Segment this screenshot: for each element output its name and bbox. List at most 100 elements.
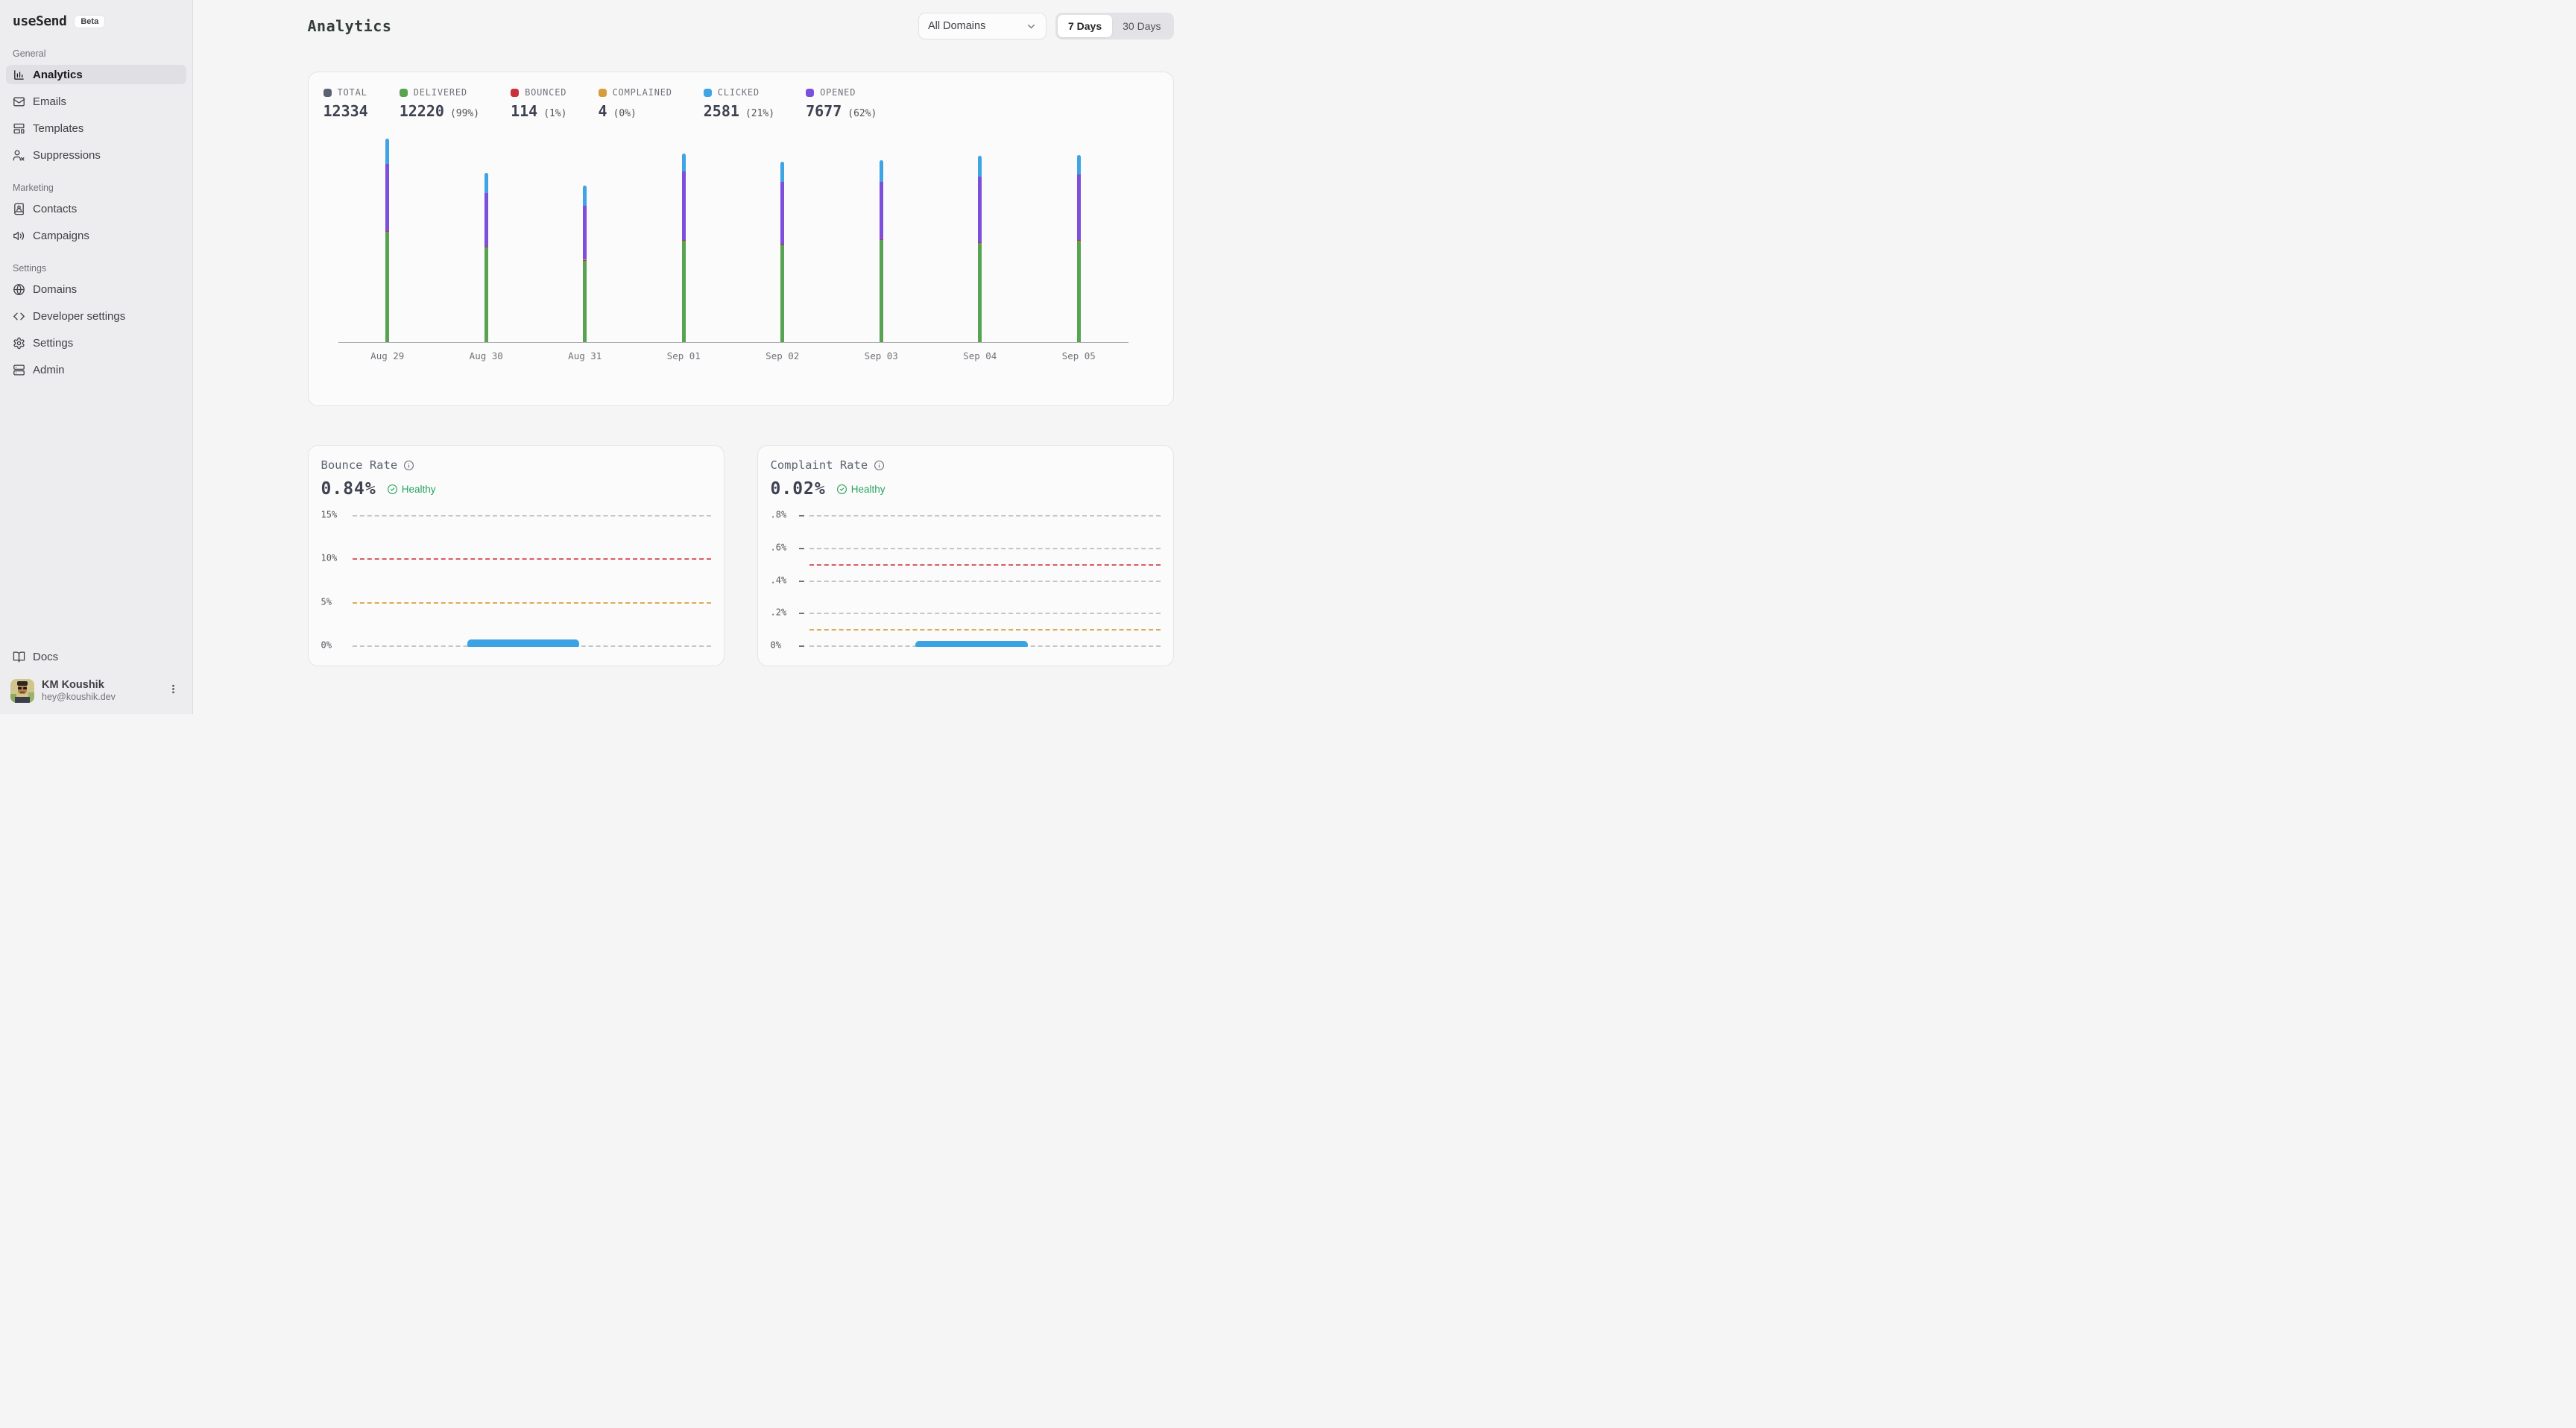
domain-filter-select[interactable]: All Domains xyxy=(918,13,1046,40)
sidebar-item-label: Analytics xyxy=(33,68,83,81)
bounce-rate-card: Bounce Rate 0.84% Healthy 15% 10% 5% 0% xyxy=(307,445,724,666)
sidebar-item-developer-settings[interactable]: Developer settings xyxy=(6,306,186,326)
bounce-rate-chart: 15% 10% 5% 0% xyxy=(321,505,711,657)
info-icon[interactable] xyxy=(874,460,885,471)
rate-cards-row: Bounce Rate 0.84% Healthy 15% 10% 5% 0% Complai… xyxy=(307,445,1174,666)
rate-bar xyxy=(915,641,1028,647)
rate-value: 0.02% xyxy=(770,479,826,499)
bar-column-sep-05 xyxy=(1029,139,1128,342)
bar-segment-bounced xyxy=(681,239,686,241)
bar-segment-clicked xyxy=(385,139,390,164)
gear-icon xyxy=(13,337,25,349)
nav-section-label: Marketing xyxy=(13,183,54,193)
sidebar-item-suppressions[interactable]: Suppressions xyxy=(6,145,186,165)
bar-column-aug-30 xyxy=(437,139,536,342)
user-email: hey@koushik.dev xyxy=(42,692,116,703)
user-menu[interactable]: KM Koushik hey@koushik.dev xyxy=(6,674,186,705)
range-option-30-days[interactable]: 30 Days xyxy=(1123,20,1161,32)
health-badge: Healthy xyxy=(387,484,436,495)
sidebar-item-emails[interactable]: Emails xyxy=(6,92,186,111)
volume-chart-card: TOTAL 12334 DELIVERED 12220 (99%) BOUNCED 114 (… xyxy=(307,72,1174,406)
range-option-7-days[interactable]: 7 Days xyxy=(1057,15,1113,37)
axis-tick xyxy=(798,613,804,615)
sidebar-item-domains[interactable]: Domains xyxy=(6,279,186,299)
globe-icon xyxy=(13,283,25,295)
page-header: Analytics All Domains 7 Days 30 Days xyxy=(308,12,1174,40)
stat-value: 7677 xyxy=(806,102,842,120)
gridline xyxy=(809,613,1161,615)
stat-percentage: (99%) xyxy=(449,108,480,119)
y-axis-label: 0% xyxy=(321,639,332,651)
mail-icon xyxy=(13,97,25,106)
stat-color-dot xyxy=(806,88,815,97)
stat-value: 114 xyxy=(511,102,538,120)
bar-segment-bounced xyxy=(1076,240,1081,241)
x-axis-label: Sep 01 xyxy=(666,350,701,361)
x-axis-label: Sep 03 xyxy=(864,350,898,361)
complaint-rate-card: Complaint Rate 0.02% Healthy .8% .6% .4% .2% 0% xyxy=(757,445,1174,666)
y-axis-label: 10% xyxy=(321,552,338,563)
sidebar-item-admin[interactable]: Admin xyxy=(6,360,186,379)
stats-legend: TOTAL 12334 DELIVERED 12220 (99%) BOUNCED 114 (… xyxy=(323,87,1158,120)
stat-label: CLICKED xyxy=(717,87,760,98)
stat-label: COMPLAINED xyxy=(612,87,672,98)
threshold-line xyxy=(809,563,1161,566)
bar-segment-opened xyxy=(879,182,883,239)
sidebar-item-label: Emails xyxy=(33,95,67,108)
stat-total: TOTAL 12334 xyxy=(323,87,368,120)
bar-segment-clicked xyxy=(681,153,686,172)
bar-segment-delivered xyxy=(583,260,587,342)
sidebar-item-settings[interactable]: Settings xyxy=(6,333,186,353)
more-vertical-icon[interactable] xyxy=(165,680,182,701)
stat-complained: COMPLAINED 4 (0%) xyxy=(598,87,672,120)
bar-segment-clicked xyxy=(780,162,785,183)
sidebar-item-analytics[interactable]: Analytics xyxy=(6,65,186,84)
logo-row: useSend Beta xyxy=(6,10,186,31)
stat-percentage: (1%) xyxy=(543,108,567,119)
bar-segment-bounced xyxy=(780,244,785,246)
megaphone-volume-icon xyxy=(13,231,25,240)
check-circle-icon xyxy=(836,484,847,494)
bar-segment-clicked xyxy=(583,186,587,206)
bar-column-sep-01 xyxy=(634,139,733,342)
stat-label: DELIVERED xyxy=(413,87,467,98)
stacked-bar xyxy=(780,162,785,342)
sidebar-item-docs[interactable]: Docs xyxy=(6,647,186,666)
date-range-toggle: 7 Days 30 Days xyxy=(1055,13,1174,40)
app-logo: useSend xyxy=(13,13,67,29)
user-x-icon xyxy=(13,149,25,161)
main-content: Analytics All Domains 7 Days 30 Days TOTA… xyxy=(193,0,1288,714)
domain-filter-value: All Domains xyxy=(927,20,986,32)
sidebar-item-templates[interactable]: Templates xyxy=(6,119,186,138)
bar-segment-delivered xyxy=(780,245,785,342)
stacked-bar xyxy=(978,156,982,342)
sidebar-item-label: Settings xyxy=(33,336,74,350)
bar-segment-opened xyxy=(484,193,488,247)
sidebar-item-label: Contacts xyxy=(33,202,78,215)
stacked-bar xyxy=(583,186,587,342)
avatar xyxy=(10,679,34,704)
bar-segment-delivered xyxy=(978,243,982,342)
volume-bar-chart xyxy=(338,139,1128,343)
stacked-bar xyxy=(879,159,883,342)
stat-percentage: (21%) xyxy=(745,108,775,119)
bar-segment-delivered xyxy=(385,232,390,342)
check-circle-icon xyxy=(387,484,397,494)
gridline xyxy=(352,601,711,604)
info-icon[interactable] xyxy=(403,460,414,471)
gridline xyxy=(352,558,711,560)
bar-segment-delivered xyxy=(484,247,488,342)
bar-segment-clicked xyxy=(484,172,488,194)
stat-percentage: (0%) xyxy=(613,108,637,119)
stat-value: 2581 xyxy=(703,102,739,120)
stacked-bar xyxy=(1076,154,1081,342)
x-axis-label: Aug 29 xyxy=(370,350,405,361)
bar-column-sep-04 xyxy=(931,139,1030,342)
bar-segment-clicked xyxy=(879,159,883,183)
stat-percentage: (62%) xyxy=(847,108,877,119)
axis-tick xyxy=(798,645,804,647)
sidebar-item-campaigns[interactable]: Campaigns xyxy=(6,226,186,245)
sidebar-item-contacts[interactable]: Contacts xyxy=(6,199,186,218)
chevron-down-icon xyxy=(1028,24,1035,28)
beta-badge: Beta xyxy=(74,14,106,28)
